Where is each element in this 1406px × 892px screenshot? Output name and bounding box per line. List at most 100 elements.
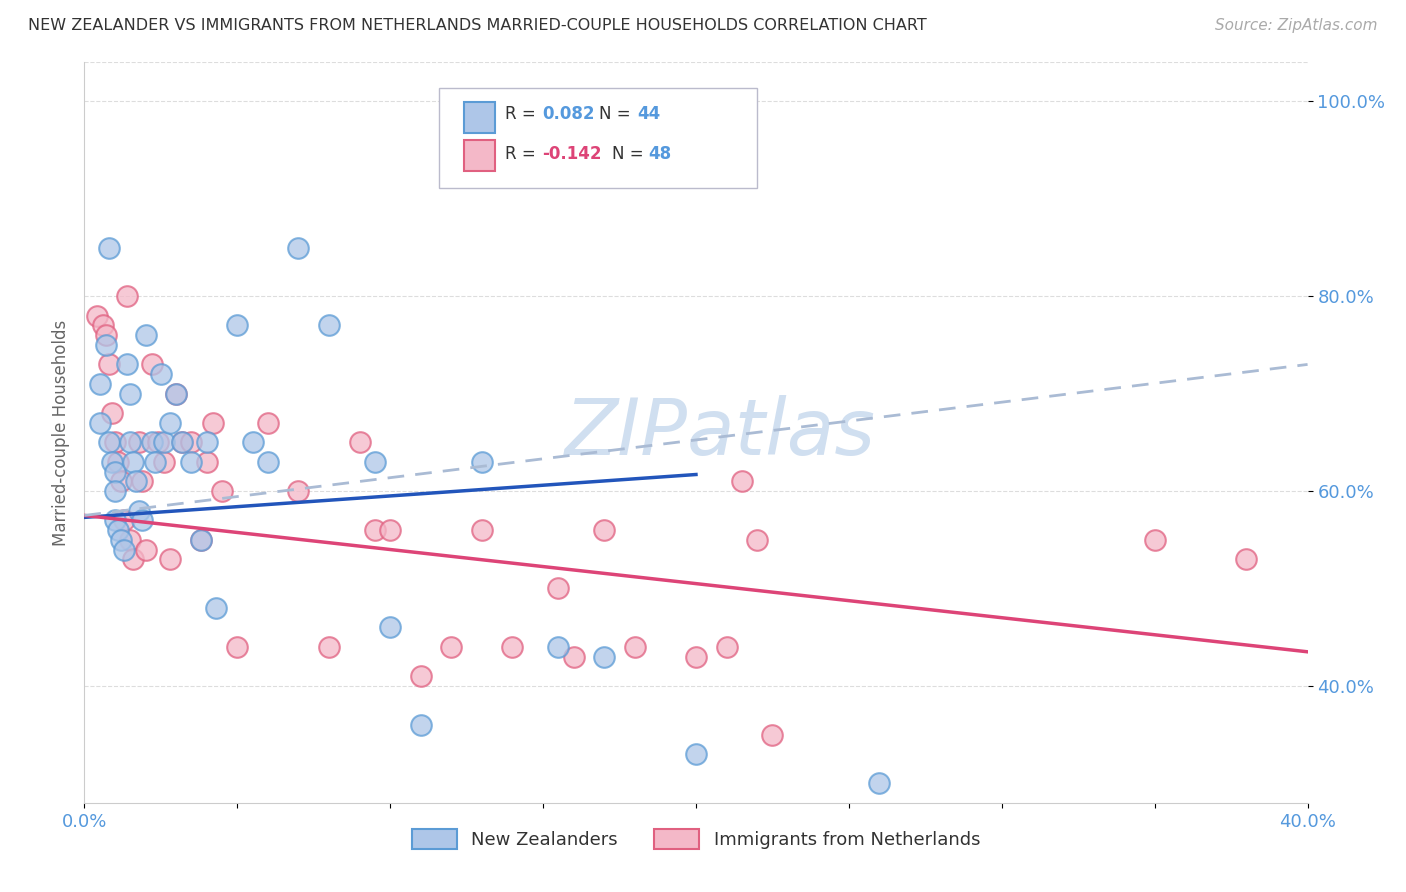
Point [159, 416, 181, 430]
Point [172, 435, 194, 450]
Point [593, 649, 616, 664]
Point [122, 455, 145, 469]
Point [141, 435, 163, 450]
Point [89, 416, 111, 430]
Point [226, 318, 249, 333]
Point [120, 386, 142, 401]
Point [349, 435, 371, 450]
Point [101, 406, 124, 420]
Point [94, 328, 117, 343]
Point [104, 484, 127, 499]
Point [149, 367, 172, 381]
Point [287, 240, 309, 255]
Point [101, 455, 124, 469]
Point [364, 523, 387, 537]
Text: NEW ZEALANDER VS IMMIGRANTS FROM NETHERLANDS MARRIED-COUPLE HOUSEHOLDS CORRELATI: NEW ZEALANDER VS IMMIGRANTS FROM NETHERL… [28, 18, 927, 33]
Point [131, 513, 153, 527]
Point [97, 358, 120, 372]
Text: 0.082: 0.082 [541, 105, 595, 123]
Point [120, 533, 142, 547]
Point [180, 435, 202, 450]
Point [120, 435, 142, 450]
Point [747, 533, 769, 547]
Point [107, 455, 129, 469]
Point [190, 533, 212, 547]
Point [502, 640, 524, 654]
Point [135, 328, 157, 343]
Point [94, 338, 117, 352]
Point [104, 513, 127, 527]
Point [112, 542, 135, 557]
Point [761, 728, 783, 742]
Point [364, 455, 387, 469]
Point [110, 533, 132, 547]
Point [128, 503, 150, 517]
Point [318, 318, 340, 333]
Point [190, 533, 212, 547]
Point [153, 435, 176, 450]
Point [287, 484, 309, 499]
Point [257, 416, 280, 430]
Point [159, 552, 181, 566]
Point [869, 776, 891, 790]
Y-axis label: Married-couple Households: Married-couple Households [52, 319, 70, 546]
Point [409, 669, 432, 683]
Point [195, 435, 218, 450]
Point [97, 435, 120, 450]
Point [205, 601, 228, 615]
Point [97, 240, 120, 255]
FancyBboxPatch shape [439, 88, 758, 188]
Text: ZIPatlas: ZIPatlas [565, 394, 876, 471]
Point [104, 465, 127, 479]
Point [104, 435, 127, 450]
Text: 48: 48 [648, 145, 672, 162]
FancyBboxPatch shape [464, 102, 495, 133]
Point [716, 640, 738, 654]
Point [242, 435, 264, 450]
Point [547, 640, 569, 654]
Point [143, 455, 166, 469]
Point [440, 640, 463, 654]
Text: 44: 44 [637, 105, 661, 123]
Point [125, 475, 148, 489]
Legend: New Zealanders, Immigrants from Netherlands: New Zealanders, Immigrants from Netherla… [405, 822, 987, 856]
Point [380, 620, 402, 634]
Point [180, 455, 202, 469]
Point [226, 640, 249, 654]
Point [122, 552, 145, 566]
Point [409, 718, 432, 732]
Point [135, 542, 157, 557]
Point [115, 289, 138, 303]
Text: Source: ZipAtlas.com: Source: ZipAtlas.com [1215, 18, 1378, 33]
Point [547, 582, 569, 596]
Text: R =: R = [505, 145, 541, 162]
Point [685, 747, 707, 761]
Point [172, 435, 194, 450]
Point [731, 475, 754, 489]
Point [1236, 552, 1258, 566]
Point [89, 376, 111, 391]
Point [211, 484, 233, 499]
Point [195, 455, 218, 469]
Point [685, 649, 707, 664]
Point [471, 523, 494, 537]
Text: N =: N = [599, 105, 636, 123]
FancyBboxPatch shape [464, 140, 495, 171]
Point [562, 649, 585, 664]
Point [146, 435, 169, 450]
Point [110, 475, 132, 489]
Point [107, 523, 129, 537]
Point [165, 386, 187, 401]
Point [257, 455, 280, 469]
Point [201, 416, 224, 430]
Point [593, 523, 616, 537]
Point [115, 358, 138, 372]
Point [91, 318, 114, 333]
Point [86, 309, 108, 323]
Point [141, 358, 163, 372]
Point [128, 435, 150, 450]
Text: R =: R = [505, 105, 541, 123]
Point [165, 386, 187, 401]
Point [112, 513, 135, 527]
Point [131, 475, 153, 489]
